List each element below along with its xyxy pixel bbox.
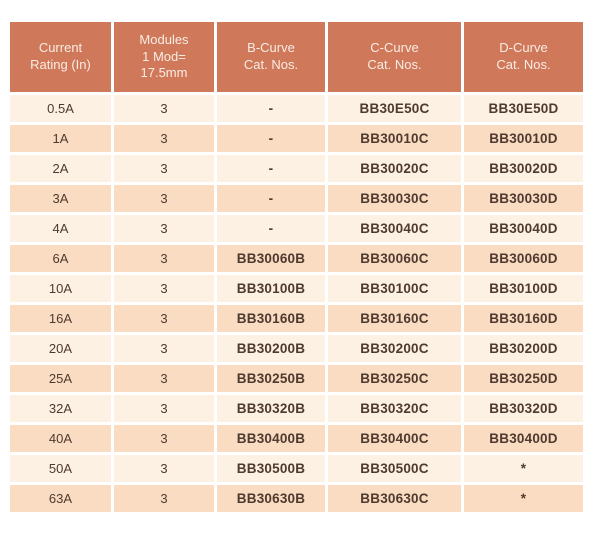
cell-d-curve-cat-no: BB30010D <box>464 125 583 152</box>
table-row: 6A 3 BB30060B BB30060C BB30060D <box>10 245 583 272</box>
cell-b-curve-cat-no: BB30320B <box>217 395 325 422</box>
cell-c-curve-cat-no: BB30250C <box>328 365 461 392</box>
header-cell-current-rating: Current Rating (In) <box>10 22 111 92</box>
cell-b-curve-cat-no: BB30250B <box>217 365 325 392</box>
cell-d-curve-cat-no: BB30250D <box>464 365 583 392</box>
cell-modules: 3 <box>114 245 214 272</box>
cell-c-curve-cat-no: BB30030C <box>328 185 461 212</box>
table-row: 25A 3 BB30250B BB30250C BB30250D <box>10 365 583 392</box>
cell-current-rating: 3A <box>10 185 111 212</box>
cell-modules: 3 <box>114 455 214 482</box>
cell-current-rating: 63A <box>10 485 111 512</box>
cell-current-rating: 32A <box>10 395 111 422</box>
cell-b-curve-cat-no: BB30400B <box>217 425 325 452</box>
cell-b-curve-cat-no: - <box>217 155 325 182</box>
cell-current-rating: 16A <box>10 305 111 332</box>
cell-c-curve-cat-no: BB30200C <box>328 335 461 362</box>
table-row: 3A 3- BB30030C BB30030D <box>10 185 583 212</box>
table-body: 0.5A 3- BB30E50C BB30E50D 1A 3- BB30010C BB3001… <box>10 95 583 512</box>
cell-d-curve-cat-no: BB30030D <box>464 185 583 212</box>
cell-b-curve-cat-no: BB30200B <box>217 335 325 362</box>
cell-d-curve-cat-no: BB30020D <box>464 155 583 182</box>
cell-modules: 3 <box>114 395 214 422</box>
cell-c-curve-cat-no: BB30160C <box>328 305 461 332</box>
cell-b-curve-cat-no: BB30060B <box>217 245 325 272</box>
cell-current-rating: 1A <box>10 125 111 152</box>
cell-current-rating: 6A <box>10 245 111 272</box>
table-row: 1A 3- BB30010C BB30010D <box>10 125 583 152</box>
cell-current-rating: 10A <box>10 275 111 302</box>
cell-b-curve-cat-no: - <box>217 125 325 152</box>
cell-modules: 3 <box>114 485 214 512</box>
cell-b-curve-cat-no: - <box>217 185 325 212</box>
cell-d-curve-cat-no: BB30400D <box>464 425 583 452</box>
cell-d-curve-cat-no: BB30040D <box>464 215 583 242</box>
cell-b-curve-cat-no: BB30500B <box>217 455 325 482</box>
cell-current-rating: 4A <box>10 215 111 242</box>
cell-b-curve-cat-no: - <box>217 95 325 122</box>
cell-c-curve-cat-no: BB30500C <box>328 455 461 482</box>
cell-current-rating: 20A <box>10 335 111 362</box>
cell-c-curve-cat-no: BB30040C <box>328 215 461 242</box>
header-cell-b-curve: B-Curve Cat. Nos. <box>217 22 325 92</box>
cell-c-curve-cat-no: BB30630C <box>328 485 461 512</box>
cell-c-curve-cat-no: BB30010C <box>328 125 461 152</box>
table-header-row: Current Rating (In) Modules 1 Mod= 17.5m… <box>10 22 583 92</box>
cell-current-rating: 40A <box>10 425 111 452</box>
cell-c-curve-cat-no: BB30E50C <box>328 95 461 122</box>
cell-modules: 3 <box>114 365 214 392</box>
cell-d-curve-cat-no: * <box>464 455 583 482</box>
cell-b-curve-cat-no: BB30160B <box>217 305 325 332</box>
table-row: 16A 3 BB30160B BB30160C BB30160D <box>10 305 583 332</box>
cell-d-curve-cat-no: BB30200D <box>464 335 583 362</box>
cell-d-curve-cat-no: BB30060D <box>464 245 583 272</box>
cell-modules: 3 <box>114 155 214 182</box>
table-row: 20A 3 BB30200B BB30200C BB30200D <box>10 335 583 362</box>
cell-c-curve-cat-no: BB30400C <box>328 425 461 452</box>
cell-c-curve-cat-no: BB30060C <box>328 245 461 272</box>
cell-d-curve-cat-no: * <box>464 485 583 512</box>
cell-c-curve-cat-no: BB30020C <box>328 155 461 182</box>
cell-modules: 3 <box>114 95 214 122</box>
cell-modules: 3 <box>114 275 214 302</box>
cell-c-curve-cat-no: BB30320C <box>328 395 461 422</box>
cell-current-rating: 25A <box>10 365 111 392</box>
table-row: 32A 3 BB30320B BB30320C BB30320D <box>10 395 583 422</box>
cell-c-curve-cat-no: BB30100C <box>328 275 461 302</box>
header-cell-c-curve: C-Curve Cat. Nos. <box>328 22 461 92</box>
cell-d-curve-cat-no: BB30320D <box>464 395 583 422</box>
cell-b-curve-cat-no: BB30100B <box>217 275 325 302</box>
cell-modules: 3 <box>114 125 214 152</box>
table-row: 0.5A 3- BB30E50C BB30E50D <box>10 95 583 122</box>
cell-modules: 3 <box>114 335 214 362</box>
cell-modules: 3 <box>114 185 214 212</box>
cell-modules: 3 <box>114 425 214 452</box>
cell-d-curve-cat-no: BB30100D <box>464 275 583 302</box>
table-row: 10A 3 BB30100B BB30100C BB30100D <box>10 275 583 302</box>
table-row: 50A 3 BB30500B BB30500C * <box>10 455 583 482</box>
header-cell-modules: Modules 1 Mod= 17.5mm <box>114 22 214 92</box>
cell-current-rating: 2A <box>10 155 111 182</box>
cell-b-curve-cat-no: - <box>217 215 325 242</box>
header-cell-d-curve: D-Curve Cat. Nos. <box>464 22 583 92</box>
cell-current-rating: 0.5A <box>10 95 111 122</box>
cell-modules: 3 <box>114 215 214 242</box>
cell-d-curve-cat-no: BB30160D <box>464 305 583 332</box>
table-row: 4A 3- BB30040C BB30040D <box>10 215 583 242</box>
table-row: 2A 3- BB30020C BB30020D <box>10 155 583 182</box>
cell-modules: 3 <box>114 305 214 332</box>
table-row: 40A 3 BB30400B BB30400C BB30400D <box>10 425 583 452</box>
cell-d-curve-cat-no: BB30E50D <box>464 95 583 122</box>
table-row: 63A 3 BB30630B BB30630C * <box>10 485 583 512</box>
catalog-table: Current Rating (In) Modules 1 Mod= 17.5m… <box>10 22 583 515</box>
cell-b-curve-cat-no: BB30630B <box>217 485 325 512</box>
cell-current-rating: 50A <box>10 455 111 482</box>
